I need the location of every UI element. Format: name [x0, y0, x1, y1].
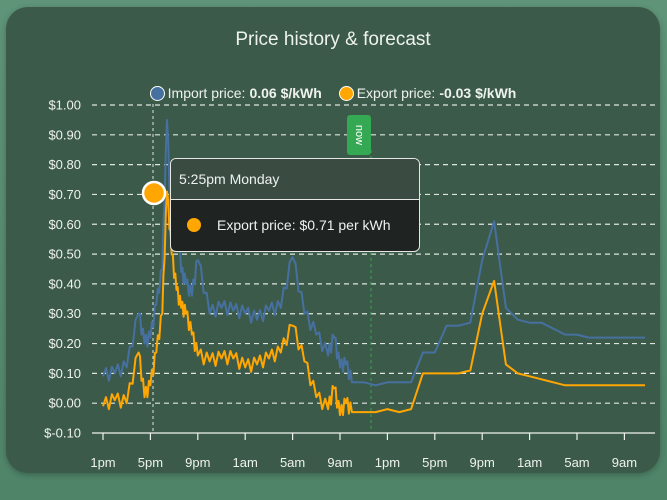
export-color-dot-icon — [338, 85, 354, 101]
hover-point-marker — [141, 180, 167, 206]
svg-text:$0.00: $0.00 — [48, 396, 81, 411]
svg-text:5am: 5am — [280, 455, 305, 470]
svg-text:1am: 1am — [517, 455, 542, 470]
chart-legend: Import price: 0.06 $/kWh Export price: -… — [6, 85, 660, 104]
legend-export-value: -0.03 $/kWh — [439, 85, 517, 101]
svg-text:$0.70: $0.70 — [48, 187, 81, 202]
svg-text:5am: 5am — [564, 455, 589, 470]
chart-tooltip: 5:25pm Monday Export price: $0.71 per kW… — [170, 158, 420, 252]
svg-text:1pm: 1pm — [90, 455, 115, 470]
legend-item-import[interactable]: Import price: 0.06 $/kWh — [149, 85, 322, 101]
svg-text:1pm: 1pm — [375, 455, 400, 470]
now-marker-label: now — [347, 115, 371, 155]
svg-text:9am: 9am — [612, 455, 637, 470]
tooltip-row: Export price: $0.71 per kWh — [171, 200, 419, 250]
legend-export-label: Export price: — [356, 85, 436, 101]
chart-gridlines — [92, 104, 655, 404]
svg-text:$-0.10: $-0.10 — [44, 426, 81, 441]
tooltip-value: Export price: $0.71 per kWh — [217, 217, 391, 233]
svg-text:$0.80: $0.80 — [48, 157, 81, 172]
svg-text:$0.90: $0.90 — [48, 127, 81, 142]
svg-text:$0.50: $0.50 — [48, 247, 81, 262]
import-price-line[interactable] — [102, 118, 645, 387]
svg-text:$0.60: $0.60 — [48, 217, 81, 232]
import-color-dot-icon — [149, 85, 165, 101]
svg-text:9am: 9am — [327, 455, 352, 470]
svg-text:$0.10: $0.10 — [48, 366, 81, 381]
tooltip-time: 5:25pm Monday — [171, 159, 419, 200]
svg-text:1am: 1am — [233, 455, 258, 470]
y-axis: $1.00 $0.90 $0.80 $0.70 $0.60 $0.50 $0.40 $0.30… — [44, 98, 81, 441]
svg-text:$1.00: $1.00 — [48, 98, 81, 113]
svg-text:$0.30: $0.30 — [48, 306, 81, 321]
x-axis: 1pm 5pm 9pm 1am 5am 9am 1pm 5pm 9pm 1am 5am 9am — [90, 432, 655, 470]
chart-title: Price history & forecast — [235, 29, 431, 50]
export-series-dot-icon — [187, 218, 201, 232]
legend-import-value: 0.06 $/kWh — [249, 85, 322, 101]
svg-text:$0.20: $0.20 — [48, 336, 81, 351]
svg-text:9pm: 9pm — [185, 455, 210, 470]
svg-text:$0.40: $0.40 — [48, 276, 81, 291]
legend-item-export[interactable]: Export price: -0.03 $/kWh — [338, 85, 517, 101]
svg-text:5pm: 5pm — [138, 455, 163, 470]
svg-text:5pm: 5pm — [422, 455, 447, 470]
export-price-line[interactable] — [102, 190, 645, 417]
svg-text:9pm: 9pm — [470, 455, 495, 470]
legend-import-label: Import price: — [167, 85, 246, 101]
